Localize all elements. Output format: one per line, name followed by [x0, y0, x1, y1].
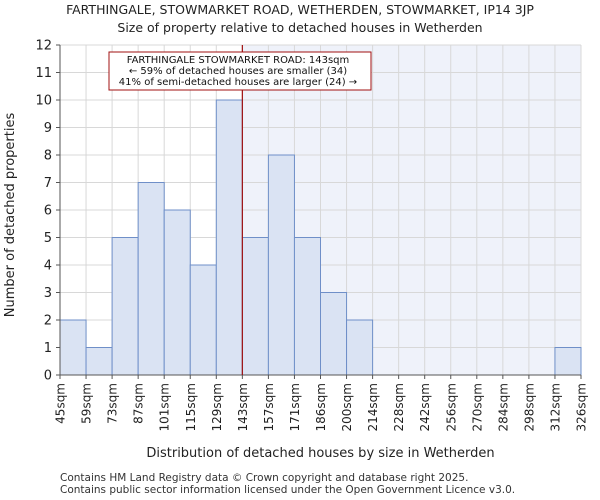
x-tick-label: 242sqm: [418, 383, 432, 431]
y-tick-label: 10: [35, 94, 52, 109]
x-tick-label: 298sqm: [522, 383, 536, 431]
x-tick-label: 228sqm: [392, 383, 406, 431]
y-tick-label: 5: [44, 231, 52, 246]
y-tick-label: 4: [44, 259, 52, 274]
annotation-line-3: 41% of semi-detached houses are larger (…: [119, 77, 357, 88]
bar: [293, 237, 322, 376]
x-tick-label: 270sqm: [470, 383, 484, 431]
chart-title: FARTHINGALE, STOWMARKET ROAD, WETHERDEN,…: [66, 2, 534, 17]
bar: [346, 319, 374, 376]
annotation-line-1: FARTHINGALE STOWMARKET ROAD: 143sqm: [127, 55, 350, 66]
x-tick-label: 186sqm: [314, 383, 328, 431]
bar: [554, 347, 582, 376]
x-tick-label: 87sqm: [132, 383, 146, 424]
x-tick-label: 256sqm: [444, 383, 458, 431]
chart-subtitle: Size of property relative to detached ho…: [117, 20, 483, 35]
bar: [320, 292, 348, 376]
x-tick-label: 143sqm: [236, 383, 250, 431]
y-tick-label: 7: [44, 176, 52, 191]
x-tick-label: 59sqm: [80, 383, 94, 424]
footer-line-1: Contains HM Land Registry data © Crown c…: [60, 472, 469, 484]
bar: [111, 237, 139, 376]
x-tick-label: 45sqm: [54, 383, 68, 424]
annotation-line-2: ← 59% of detached houses are smaller (34…: [129, 66, 347, 77]
bar: [85, 347, 113, 376]
x-tick-label: 157sqm: [262, 383, 276, 431]
bar: [137, 182, 165, 376]
y-tick-label: 6: [44, 204, 52, 219]
x-tick-label: 200sqm: [340, 383, 354, 431]
y-tick-label: 1: [44, 341, 52, 356]
bar: [241, 237, 269, 376]
x-tick-label: 73sqm: [106, 383, 120, 424]
x-tick-label: 101sqm: [158, 383, 172, 431]
annotation-box: [108, 51, 372, 91]
bar: [163, 209, 191, 376]
y-tick-label: 8: [44, 149, 52, 164]
y-tick-label: 9: [44, 121, 52, 136]
y-tick-label: 2: [44, 314, 52, 329]
x-axis-label: Distribution of detached houses by size …: [146, 446, 494, 461]
bar: [215, 99, 243, 376]
x-tick-label: 214sqm: [366, 383, 380, 431]
y-tick-label: 12: [35, 39, 52, 54]
x-tick-label: 115sqm: [184, 383, 198, 431]
y-tick-label: 3: [44, 286, 52, 301]
bar: [59, 319, 87, 376]
y-tick-label: 11: [35, 66, 52, 81]
x-tick-label: 129sqm: [210, 383, 224, 431]
x-tick-label: 171sqm: [288, 383, 302, 431]
y-axis-label: Number of detached properties: [3, 113, 18, 318]
y-tick-label: 0: [44, 369, 52, 384]
bar: [189, 264, 217, 376]
x-tick-label: 326sqm: [575, 383, 589, 431]
x-tick-label: 312sqm: [548, 383, 562, 431]
x-tick-label: 284sqm: [496, 383, 510, 431]
footer-line-2: Contains public sector information licen…: [60, 484, 516, 496]
bar: [267, 154, 295, 376]
